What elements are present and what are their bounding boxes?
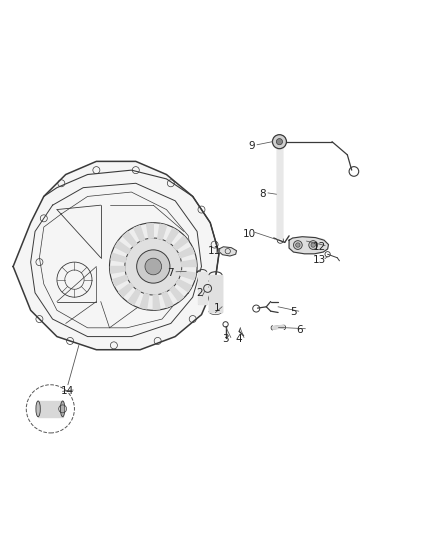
Polygon shape [115, 241, 130, 254]
Polygon shape [181, 260, 196, 266]
Circle shape [125, 238, 182, 295]
Polygon shape [111, 253, 126, 262]
Circle shape [110, 223, 197, 310]
Polygon shape [180, 271, 196, 280]
Text: 2: 2 [196, 288, 203, 298]
Circle shape [309, 241, 318, 249]
Polygon shape [13, 161, 219, 350]
Text: 9: 9 [248, 141, 255, 151]
Polygon shape [177, 279, 191, 292]
Text: 1: 1 [213, 303, 220, 313]
Polygon shape [273, 325, 284, 329]
Polygon shape [162, 292, 173, 308]
Polygon shape [140, 294, 149, 309]
Text: 8: 8 [259, 189, 266, 199]
Polygon shape [147, 223, 153, 238]
Text: 4: 4 [235, 334, 242, 344]
Circle shape [293, 241, 302, 249]
Text: 12: 12 [313, 242, 326, 252]
Circle shape [311, 243, 315, 247]
Ellipse shape [36, 401, 40, 417]
Text: 6: 6 [297, 325, 304, 335]
Polygon shape [166, 228, 179, 244]
Circle shape [137, 250, 170, 283]
Ellipse shape [60, 401, 65, 417]
Polygon shape [170, 287, 184, 301]
Text: 13: 13 [313, 255, 326, 265]
Polygon shape [198, 272, 207, 304]
Polygon shape [38, 401, 63, 417]
Polygon shape [134, 225, 145, 241]
Polygon shape [113, 276, 128, 286]
Text: 14: 14 [61, 386, 74, 397]
Polygon shape [173, 236, 188, 250]
Polygon shape [119, 283, 133, 297]
Text: 3: 3 [222, 334, 229, 344]
Polygon shape [219, 247, 237, 256]
Polygon shape [123, 232, 137, 246]
Polygon shape [153, 295, 160, 310]
Text: 7: 7 [167, 268, 174, 278]
Circle shape [145, 258, 162, 275]
Circle shape [276, 139, 283, 145]
Text: 10: 10 [243, 229, 256, 239]
Polygon shape [179, 247, 194, 257]
Text: 11: 11 [208, 246, 221, 256]
Polygon shape [128, 289, 140, 305]
Polygon shape [289, 237, 328, 254]
Circle shape [272, 135, 286, 149]
Polygon shape [110, 266, 125, 273]
Polygon shape [277, 146, 282, 238]
Text: 5: 5 [290, 308, 297, 318]
Polygon shape [158, 224, 166, 239]
Polygon shape [209, 275, 222, 312]
Circle shape [296, 243, 300, 247]
